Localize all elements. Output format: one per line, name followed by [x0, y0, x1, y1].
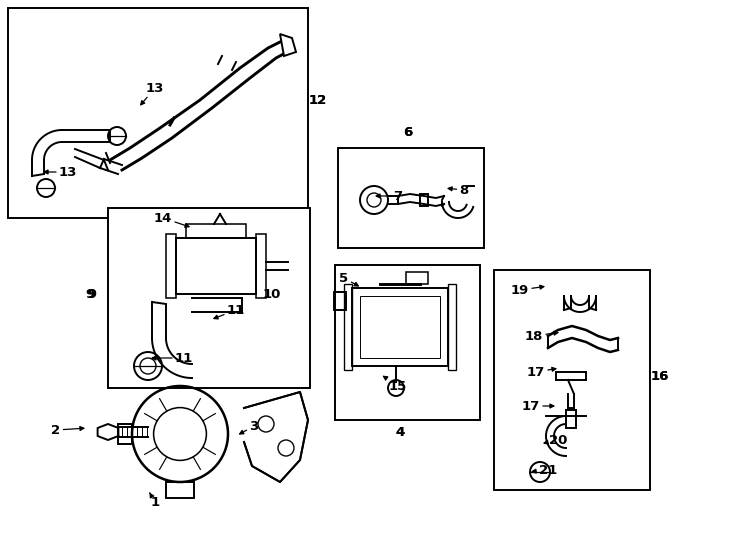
- Text: 6: 6: [404, 125, 413, 138]
- Text: 5: 5: [339, 272, 358, 286]
- Bar: [335, 265, 480, 420]
- Text: 2: 2: [51, 423, 84, 436]
- Bar: [406, 272, 428, 284]
- Text: 14: 14: [154, 212, 189, 227]
- Text: 3: 3: [240, 420, 258, 434]
- Text: 10: 10: [263, 288, 281, 301]
- Text: 20: 20: [544, 434, 567, 447]
- Bar: [176, 238, 256, 294]
- Text: 4: 4: [396, 426, 404, 438]
- Text: 15: 15: [383, 376, 407, 393]
- Bar: [352, 288, 448, 366]
- Bar: [360, 296, 440, 358]
- Text: 17: 17: [527, 366, 556, 379]
- Bar: [334, 292, 346, 310]
- Bar: [118, 424, 132, 444]
- Text: 8: 8: [448, 184, 468, 197]
- Polygon shape: [280, 34, 296, 56]
- Text: 13: 13: [44, 165, 77, 179]
- Bar: [344, 284, 352, 370]
- Text: 9: 9: [87, 288, 97, 301]
- Text: 17: 17: [522, 400, 554, 413]
- Bar: [166, 482, 194, 498]
- Text: 18: 18: [525, 329, 558, 342]
- Text: 21: 21: [532, 463, 557, 476]
- Bar: [166, 234, 176, 298]
- Text: 16: 16: [651, 369, 669, 382]
- FancyArrowPatch shape: [283, 49, 288, 51]
- Text: 9: 9: [85, 288, 95, 301]
- Text: 12: 12: [309, 93, 327, 106]
- Bar: [8, 8, 308, 218]
- Bar: [338, 148, 484, 248]
- Text: 11: 11: [152, 352, 193, 365]
- Bar: [186, 224, 246, 238]
- Text: 1: 1: [150, 492, 159, 509]
- Text: 12: 12: [309, 93, 327, 106]
- Bar: [566, 410, 576, 428]
- Text: 11: 11: [214, 303, 245, 319]
- Text: 16: 16: [651, 369, 669, 382]
- Text: 7: 7: [376, 190, 402, 202]
- Text: 13: 13: [141, 82, 164, 105]
- Bar: [108, 208, 310, 388]
- Bar: [256, 234, 266, 298]
- Polygon shape: [244, 392, 308, 482]
- Text: 4: 4: [396, 426, 404, 438]
- Bar: [420, 194, 428, 206]
- Bar: [494, 270, 650, 490]
- Text: 19: 19: [511, 284, 544, 296]
- Bar: [448, 284, 456, 370]
- Text: 6: 6: [404, 125, 413, 138]
